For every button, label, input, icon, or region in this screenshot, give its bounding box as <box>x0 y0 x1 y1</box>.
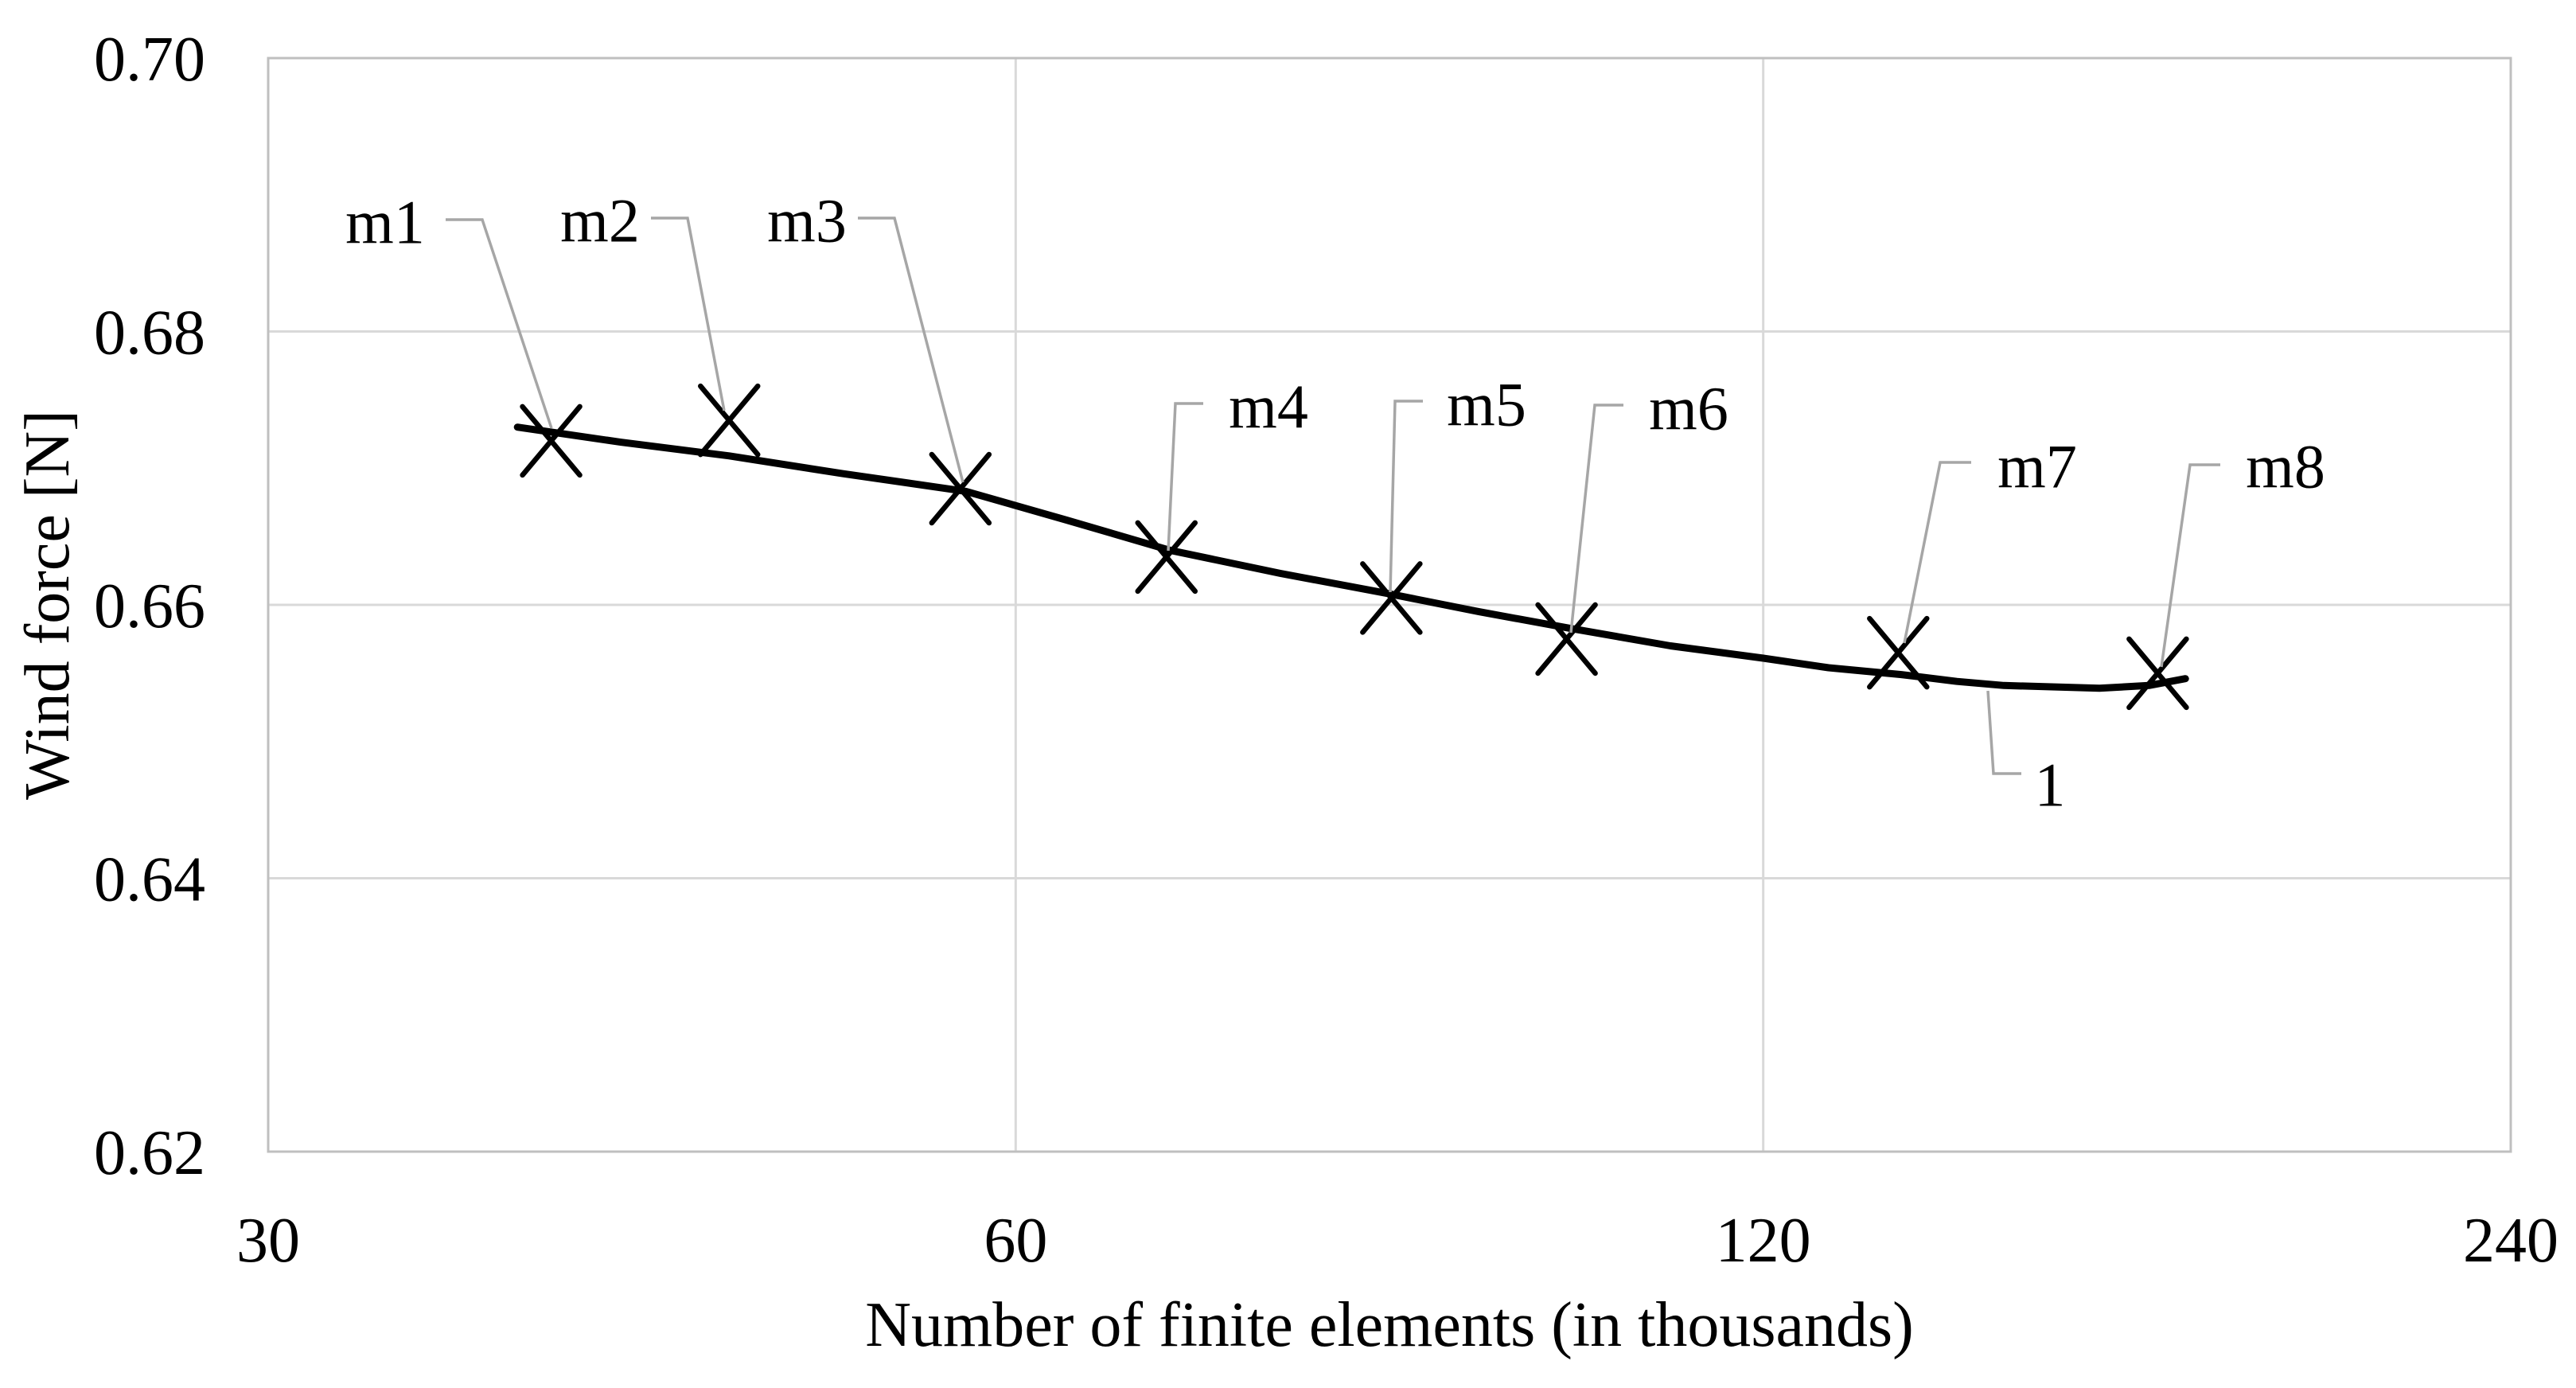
leader-line-series-1 <box>1986 690 2021 775</box>
x-tick-label: 240 <box>2463 1206 2558 1276</box>
marker-x-m2 <box>698 383 761 458</box>
y-tick-label: 0.66 <box>94 571 205 641</box>
x-tick-label: 30 <box>236 1206 300 1276</box>
gridlines <box>268 58 2511 1152</box>
tick-labels: 30 60 120 240 0.70 0.68 0.66 0.64 0.62 <box>94 25 2558 1276</box>
y-axis-title: Wind force [N] <box>13 410 83 800</box>
x-tick-label: 120 <box>1716 1206 1811 1276</box>
leader-line-m1 <box>446 218 553 429</box>
data-series <box>513 383 2189 711</box>
leader-line-m4 <box>1167 402 1203 552</box>
leader-line-m5 <box>1389 400 1423 593</box>
leader-line-m6 <box>1569 404 1623 634</box>
point-label-m4: m4 <box>1229 372 1308 441</box>
data-labels: m1 m2 m3 m4 m5 m6 m7 m8 1 <box>345 185 2325 819</box>
x-tick-label: 60 <box>984 1206 1047 1276</box>
marker-x-m7 <box>1867 615 1930 690</box>
marker-x-m1 <box>520 404 583 478</box>
leader-line-m2 <box>651 216 726 411</box>
leader-line-m3 <box>858 216 965 483</box>
leader-lines <box>446 216 2220 775</box>
point-label-m8: m8 <box>2246 431 2325 501</box>
marker-x-m4 <box>1135 520 1198 595</box>
leader-line-m8 <box>2160 463 2220 668</box>
leader-line-m7 <box>1903 461 1971 644</box>
point-label-m5: m5 <box>1447 369 1526 439</box>
point-label-m2: m2 <box>560 185 640 255</box>
y-tick-label: 0.62 <box>94 1118 205 1188</box>
marker-x-m3 <box>929 451 992 526</box>
marker-x-m8 <box>2126 636 2189 711</box>
y-tick-label: 0.68 <box>94 298 205 368</box>
x-axis-title: Number of finite elements (in thousands) <box>865 1290 1913 1360</box>
y-tick-label: 0.64 <box>94 845 205 915</box>
point-label-m3: m3 <box>767 185 847 255</box>
point-label-m1: m1 <box>345 187 425 256</box>
marker-x-m6 <box>1535 602 1598 676</box>
point-label-m6: m6 <box>1649 373 1728 443</box>
trend-curve-series-1 <box>513 423 2189 692</box>
series-label-1: 1 <box>2035 750 2066 819</box>
point-label-m7: m7 <box>1997 431 2077 501</box>
plot-border <box>267 57 2512 1153</box>
marker-x-m5 <box>1360 561 1423 635</box>
y-tick-label: 0.70 <box>94 25 205 95</box>
